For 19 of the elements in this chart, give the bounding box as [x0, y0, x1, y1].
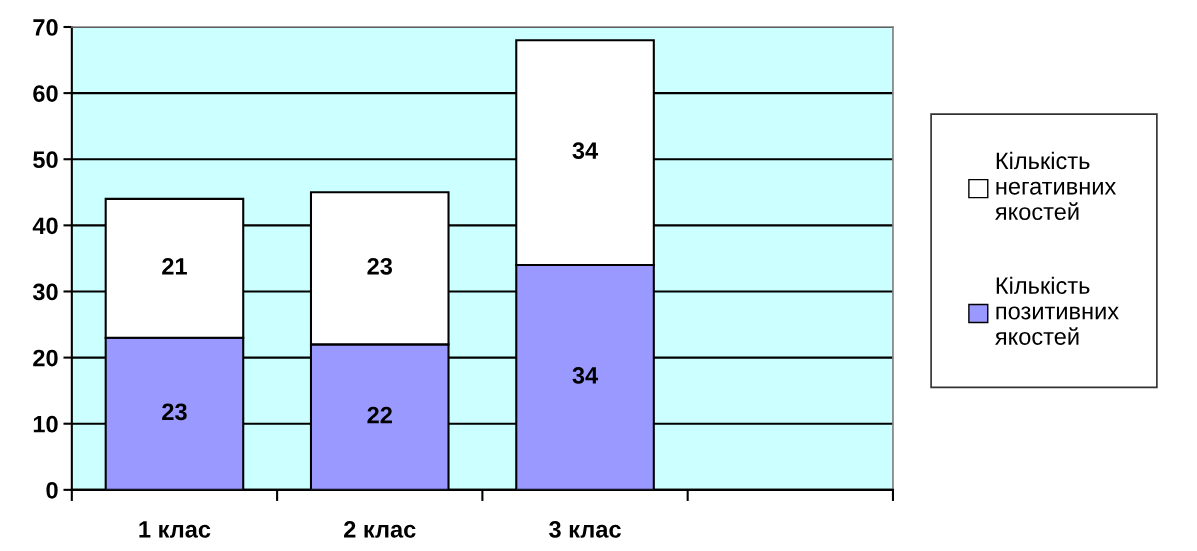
y-tick-label: 70 — [33, 19, 58, 36]
y-tick-label: 30 — [32, 283, 58, 301]
y-tick-label: 50 — [33, 151, 58, 169]
y-tick-label: 60 — [33, 85, 58, 102]
data-label: 22 — [367, 406, 392, 424]
legend-label: Кількість негативних якостей — [995, 151, 1117, 221]
y-tick-label: 0 — [46, 481, 58, 499]
data-label: 34 — [572, 367, 599, 384]
data-label: 21 — [162, 257, 187, 275]
x-tick-label: 3 клас — [549, 521, 621, 538]
y-tick-label: 20 — [33, 349, 58, 367]
x-tick-label: 1 клас — [139, 521, 211, 538]
data-label: 34 — [572, 142, 599, 159]
data-label: 23 — [367, 257, 393, 275]
data-label: 23 — [162, 403, 187, 421]
legend-label: Кількість позитивних якостей — [995, 276, 1119, 345]
y-tick-label: 10 — [33, 415, 58, 433]
x-tick-label: 2 клас — [344, 521, 416, 538]
y-tick-label: 40 — [32, 217, 58, 235]
